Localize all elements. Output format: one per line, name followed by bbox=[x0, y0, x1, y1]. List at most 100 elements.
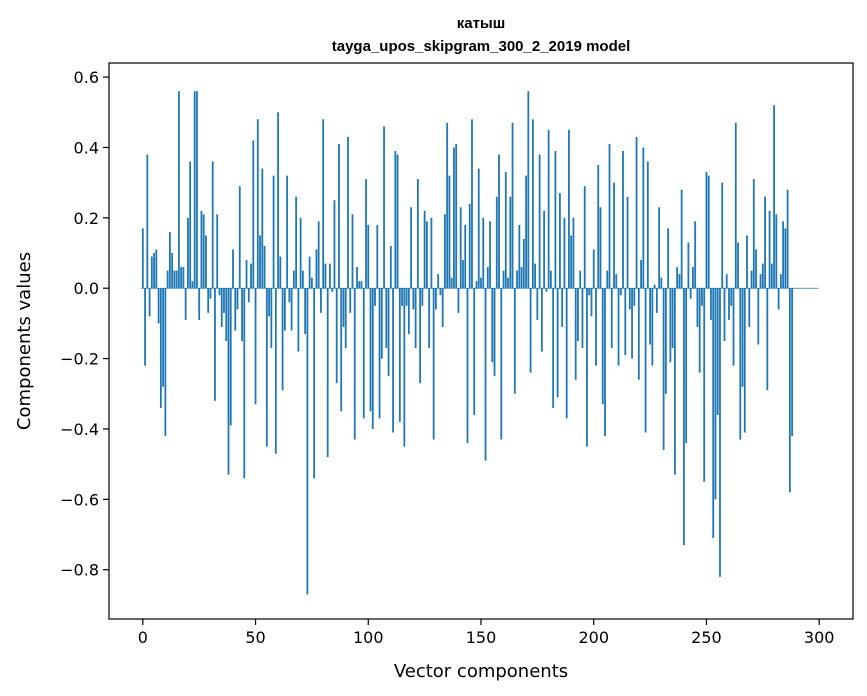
bar-32 bbox=[214, 288, 216, 401]
bar-266 bbox=[741, 288, 744, 387]
bar-244 bbox=[692, 267, 694, 289]
bar-129 bbox=[432, 288, 435, 440]
bar-57 bbox=[270, 288, 273, 349]
bar-159 bbox=[500, 288, 503, 440]
bar-78 bbox=[317, 221, 320, 289]
bar-271 bbox=[752, 179, 755, 289]
bar-279 bbox=[770, 263, 773, 289]
bar-150 bbox=[480, 277, 482, 289]
bar-80 bbox=[322, 119, 325, 289]
bar-98 bbox=[362, 288, 365, 419]
bar-115 bbox=[401, 288, 403, 306]
bar-87 bbox=[338, 143, 340, 289]
bar-156 bbox=[493, 288, 496, 377]
bar-234 bbox=[669, 288, 672, 363]
bar-100 bbox=[367, 224, 370, 289]
bar-75 bbox=[311, 277, 313, 289]
bar-24 bbox=[196, 91, 198, 289]
bar-0 bbox=[141, 228, 144, 289]
bar-196 bbox=[583, 186, 586, 289]
bar-211 bbox=[617, 288, 620, 366]
bar-249 bbox=[703, 288, 706, 482]
bar-136 bbox=[448, 175, 451, 289]
bar-22 bbox=[191, 281, 194, 289]
bar-52 bbox=[259, 235, 261, 289]
bar-248 bbox=[701, 288, 703, 306]
bar-126 bbox=[425, 221, 428, 289]
bar-178 bbox=[543, 210, 546, 289]
bar-128 bbox=[430, 217, 433, 289]
y-tick-label: −0.2 bbox=[60, 350, 99, 369]
bar-257 bbox=[721, 182, 724, 289]
x-tick-label: 300 bbox=[804, 628, 835, 647]
bar-210 bbox=[615, 274, 618, 289]
bar-38 bbox=[227, 288, 230, 475]
bar-140 bbox=[457, 288, 460, 313]
bar-273 bbox=[757, 288, 760, 345]
bar-135 bbox=[446, 122, 449, 289]
bar-91 bbox=[347, 136, 349, 289]
bar-90 bbox=[344, 288, 347, 349]
bar-254 bbox=[714, 288, 717, 500]
bar-46 bbox=[245, 260, 248, 289]
bar-86 bbox=[335, 288, 338, 384]
bar-247 bbox=[698, 288, 701, 373]
bar-191 bbox=[572, 217, 575, 289]
bar-19 bbox=[184, 288, 187, 320]
bar-141 bbox=[459, 207, 462, 289]
bar-181 bbox=[549, 270, 552, 289]
bar-185 bbox=[559, 193, 561, 289]
x-axis: 0 50 100 150 200 250 300 bbox=[138, 619, 835, 647]
bar-42 bbox=[236, 288, 239, 310]
bar-82 bbox=[326, 288, 329, 458]
bar-3 bbox=[148, 288, 151, 317]
y-tick-label: 0.4 bbox=[74, 138, 99, 157]
bar-224 bbox=[646, 161, 649, 289]
bar-232 bbox=[664, 288, 667, 394]
bar-277 bbox=[766, 288, 769, 391]
bar-12 bbox=[168, 231, 171, 289]
bar-65 bbox=[288, 288, 291, 303]
bar-69 bbox=[297, 288, 300, 352]
y-axis: −0.8 −0.6 −0.4 −0.2 0.0 0.2 0.4 0.6 bbox=[60, 68, 109, 580]
bar-153 bbox=[486, 267, 489, 289]
bar-238 bbox=[678, 274, 681, 289]
bar-288 bbox=[791, 288, 794, 437]
bar-253 bbox=[712, 288, 715, 539]
bar-180 bbox=[547, 129, 550, 289]
bar-35 bbox=[220, 288, 223, 327]
bar-263 bbox=[734, 122, 737, 289]
bar-64 bbox=[286, 175, 289, 289]
bar-241 bbox=[685, 288, 688, 444]
bar-242 bbox=[687, 242, 690, 289]
bar-56 bbox=[268, 288, 270, 317]
bar-45 bbox=[243, 288, 246, 479]
bar-124 bbox=[421, 288, 424, 306]
bar-280 bbox=[773, 105, 775, 289]
bar-261 bbox=[730, 288, 733, 306]
bar-118 bbox=[407, 288, 410, 334]
bar-84 bbox=[331, 288, 334, 292]
bar-122 bbox=[416, 179, 419, 289]
bar-77 bbox=[315, 249, 318, 289]
bar-144 bbox=[466, 288, 469, 444]
bar-47 bbox=[247, 288, 250, 303]
bar-252 bbox=[710, 288, 712, 320]
bar-174 bbox=[534, 263, 537, 289]
bar-31 bbox=[211, 161, 214, 289]
bar-262 bbox=[732, 288, 735, 366]
bar-206 bbox=[606, 270, 609, 289]
bar-143 bbox=[464, 224, 467, 289]
bar-269 bbox=[748, 288, 751, 327]
bar-43 bbox=[238, 186, 241, 289]
bar-228 bbox=[655, 288, 658, 313]
bar-259 bbox=[725, 274, 728, 289]
bar-284 bbox=[782, 221, 785, 289]
bar-285 bbox=[784, 228, 787, 289]
bar-10 bbox=[164, 288, 167, 437]
bar-7 bbox=[157, 288, 160, 324]
bar-133 bbox=[441, 288, 444, 327]
bar-48 bbox=[250, 263, 252, 289]
bar-95 bbox=[356, 267, 358, 289]
x-tick-label: 250 bbox=[691, 628, 722, 647]
